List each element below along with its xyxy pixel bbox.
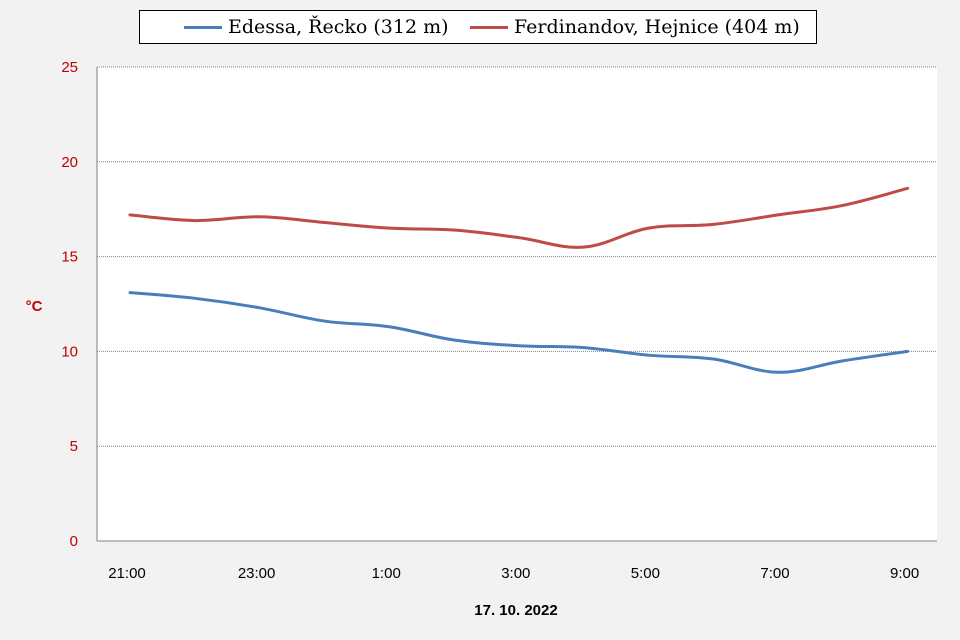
series-lines	[128, 186, 910, 374]
legend-label-ferdinandov: Ferdinandov, Hejnice (404 m)	[514, 16, 800, 38]
y-tick-label: 25	[61, 59, 78, 76]
axes	[96, 67, 937, 542]
x-axis-label: 17. 10. 2022	[474, 602, 557, 619]
legend-swatch-ferdinandov	[470, 25, 508, 29]
x-axis-ticks: 21:00 23:00 1:00 3:00 5:00 7:00 9:00	[108, 565, 919, 582]
legend-item-edessa: Edessa, Řecko (312 m)	[184, 11, 449, 43]
legend: Edessa, Řecko (312 m) Ferdinandov, Hejni…	[139, 10, 817, 44]
legend-label-edessa: Edessa, Řecko (312 m)	[228, 16, 449, 38]
legend-item-ferdinandov: Ferdinandov, Hejnice (404 m)	[470, 11, 800, 43]
x-tick-label: 9:00	[890, 565, 919, 582]
y-tick-label: 0	[70, 533, 78, 550]
grid-lines	[97, 66, 937, 447]
x-tick-label: 3:00	[501, 565, 530, 582]
x-tick-label: 1:00	[372, 565, 401, 582]
y-tick-label: 5	[70, 438, 78, 455]
y-tick-label: 10	[61, 343, 78, 360]
y-axis-ticks: 0 5 10 15 20 25	[61, 59, 78, 550]
y-tick-label: 15	[61, 249, 78, 266]
legend-swatch-edessa	[184, 25, 222, 29]
x-tick-label: 21:00	[108, 565, 146, 582]
x-tick-label: 23:00	[238, 565, 276, 582]
y-tick-label: 20	[61, 154, 78, 171]
x-tick-label: 5:00	[631, 565, 660, 582]
x-tick-label: 7:00	[760, 565, 789, 582]
y-axis-label: °C	[26, 298, 43, 315]
series-line-0	[128, 291, 910, 374]
plot-area	[97, 67, 937, 541]
series-line-1	[128, 186, 910, 249]
